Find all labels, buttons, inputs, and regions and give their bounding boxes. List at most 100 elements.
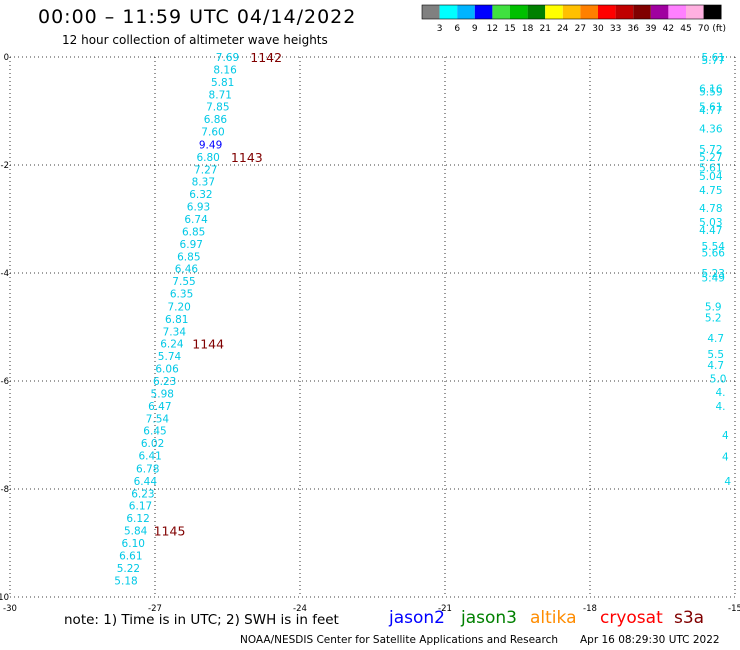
legend-label: 3 (437, 24, 443, 34)
wave-value: 5.18 (114, 575, 137, 587)
edge-value: 4 (724, 476, 731, 488)
legend-swatch-16 (703, 5, 722, 19)
edge-value: 5.72 (699, 144, 722, 156)
legend-label: 24 (557, 24, 569, 34)
legend-swatch-8 (562, 5, 581, 19)
edge-value: 6.16 (699, 83, 723, 95)
legend-swatch-13 (650, 5, 669, 19)
edge-value: 4.75 (699, 185, 722, 197)
sat-label-s3a: s3a (674, 608, 705, 628)
legend-label: 39 (645, 24, 657, 34)
footer-note: note: 1) Time is in UTC; 2) SWH is in fe… (64, 612, 339, 628)
edge-value: 4.78 (699, 203, 722, 215)
edge-value: 4.36 (699, 123, 723, 135)
legend-swatch-15 (686, 5, 704, 19)
wave-value: 6.46 (175, 264, 199, 276)
edge-value: 5.9 (705, 301, 722, 313)
legend-label: 12 (487, 24, 498, 34)
time-label: 1145 (154, 524, 186, 539)
y-tick-label: -6 (1, 377, 9, 387)
wave-value: 6.23 (153, 376, 176, 388)
wave-value: 7.34 (163, 326, 187, 338)
edge-value: 5.77 (702, 55, 725, 67)
sat-label-jason2: jason2 (389, 608, 445, 628)
wave-value: 6.80 (196, 152, 219, 164)
footer-credit: NOAA/NESDIS Center for Satellite Applica… (240, 634, 558, 646)
legend-swatch-14 (668, 5, 686, 19)
x-tick-label: -18 (583, 604, 597, 614)
time-labels: 1142 1143 1144 1145 (154, 50, 282, 539)
time-label: 1142 (250, 50, 282, 65)
wave-value: 6.23 (131, 488, 154, 500)
wave-value: 6.97 (180, 239, 203, 251)
wave-value: 7.85 (206, 102, 229, 114)
wave-value: 6.85 (182, 226, 205, 238)
wave-value: 6.74 (184, 214, 208, 226)
edge-value: 5.61 (699, 163, 722, 175)
legend-unit: (ft) (712, 24, 726, 34)
chart-grid (9, 56, 736, 598)
time-label: 1143 (231, 150, 263, 165)
wave-value: 6.41 (138, 451, 161, 463)
sat-label-altika: altika (530, 608, 577, 628)
legend-frame (421, 4, 722, 20)
edge-value: 5.2 (705, 312, 722, 324)
legend-swatch-4 (492, 5, 510, 19)
wave-value: 5.22 (117, 563, 140, 575)
wave-value: 6.78 (136, 463, 159, 475)
legend-swatch-12 (633, 5, 651, 19)
footer-timestamp: Apr 16 08:29:30 UTC 2022 (580, 634, 720, 646)
legend-label: 15 (504, 24, 515, 34)
page-subtitle: 12 hour collection of altimeter wave hei… (62, 33, 328, 47)
legend-swatch-5 (510, 5, 528, 19)
color-legend: 3 6 9 12 15 18 21 24 27 30 33 36 39 42 45 70 (ft) (421, 4, 726, 34)
wave-value: 6.45 (143, 426, 166, 438)
wave-value: 5.81 (211, 77, 234, 89)
wave-value: 5.74 (158, 351, 182, 363)
y-tick-label: -2 (1, 161, 9, 171)
edge-track-values: 5.615.776.165.595.614.774.365.725.275.61… (699, 52, 731, 488)
wave-value: 6.81 (165, 314, 188, 326)
wave-value: 6.10 (122, 538, 145, 550)
main-track-values: 7.698.165.818.717.856.867.609.496.807.27… (114, 52, 239, 587)
edge-value: 4.47 (699, 225, 722, 237)
legend-label: 6 (454, 24, 460, 34)
edge-value: 5.54 (702, 241, 726, 253)
edge-value: 4. (715, 401, 725, 413)
wave-value: 7.54 (146, 413, 170, 425)
y-tick-label: -10 (0, 593, 9, 603)
legend-label: 18 (522, 24, 534, 34)
legend-swatch-6 (527, 5, 546, 19)
legend-label: 27 (575, 24, 586, 34)
edge-value: 5.61 (699, 102, 722, 114)
legend-swatch-7 (545, 5, 563, 19)
edge-value: 5.61 (702, 52, 725, 64)
wave-value: 8.71 (209, 89, 232, 101)
edge-value: 5.04 (699, 171, 723, 183)
wave-value: 6.12 (126, 513, 149, 525)
wave-value: 8.37 (192, 177, 215, 189)
wave-value: 5.98 (151, 388, 174, 400)
y-tick-label: -4 (1, 269, 9, 279)
wave-value: 6.06 (155, 364, 179, 376)
wave-value: 6.17 (129, 501, 152, 513)
edge-value: 5.59 (699, 87, 722, 99)
x-tick-label: -24 (293, 604, 307, 614)
legend-swatch-9 (580, 5, 598, 19)
wave-value: 7.27 (194, 164, 217, 176)
legend-label: 42 (663, 24, 674, 34)
wave-value: 5.84 (124, 526, 148, 538)
wave-value: 6.93 (187, 202, 210, 214)
x-tick-label: -21 (438, 604, 452, 614)
legend-swatch-1 (439, 5, 458, 19)
edge-value: 5.0 (710, 373, 727, 385)
page-title: 00:00 – 11:59 UTC 04/14/2022 (38, 6, 357, 28)
wave-value: 8.16 (213, 64, 237, 76)
edge-value: 4.7 (707, 360, 724, 372)
x-tick-label: -15 (728, 604, 740, 614)
edge-value: 4 (722, 452, 729, 464)
legend-label: 21 (539, 24, 550, 34)
legend-swatch-2 (457, 5, 475, 19)
wave-value: 6.47 (148, 401, 171, 413)
